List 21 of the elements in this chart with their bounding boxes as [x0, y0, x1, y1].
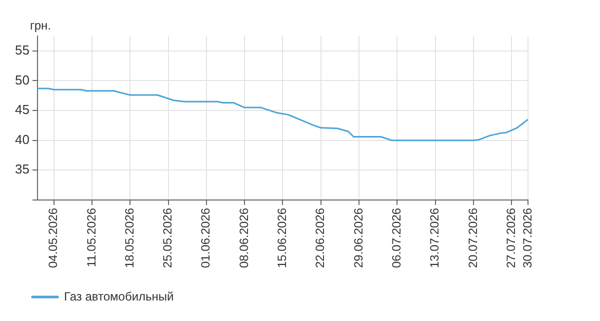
x-tick-label: 30.07.2026 [520, 208, 534, 268]
x-tick-label: 25.05.2026 [160, 208, 175, 268]
y-tick-label: 35 [14, 162, 30, 177]
x-tick-label: 13.07.2026 [428, 208, 442, 268]
y-tick-label: 40 [14, 132, 30, 147]
x-tick-label: 11.05.2026 [84, 208, 98, 268]
x-tick-label: 29.06.2026 [351, 208, 366, 268]
y-axis-title: грн. [30, 18, 52, 32]
y-tick-label: 50 [14, 72, 30, 88]
x-tick-label: 08.06.2026 [236, 208, 251, 268]
x-tick-label: 27.07.2026 [504, 208, 518, 268]
x-tick-label: 01.06.2026 [198, 208, 213, 268]
x-tick-label: 06.07.2026 [390, 208, 404, 268]
legend-label: Газ автомобильный [64, 289, 174, 304]
x-tick-label: 15.06.2026 [275, 208, 290, 268]
x-tick-label: 18.05.2026 [122, 208, 136, 268]
x-tick-label: 22.06.2026 [313, 208, 328, 268]
x-tick-label: 04.05.2026 [46, 208, 60, 268]
y-tick-label: 55 [14, 42, 30, 58]
y-tick-label: 45 [14, 102, 30, 118]
x-tick-label: 20.07.2026 [466, 208, 480, 268]
